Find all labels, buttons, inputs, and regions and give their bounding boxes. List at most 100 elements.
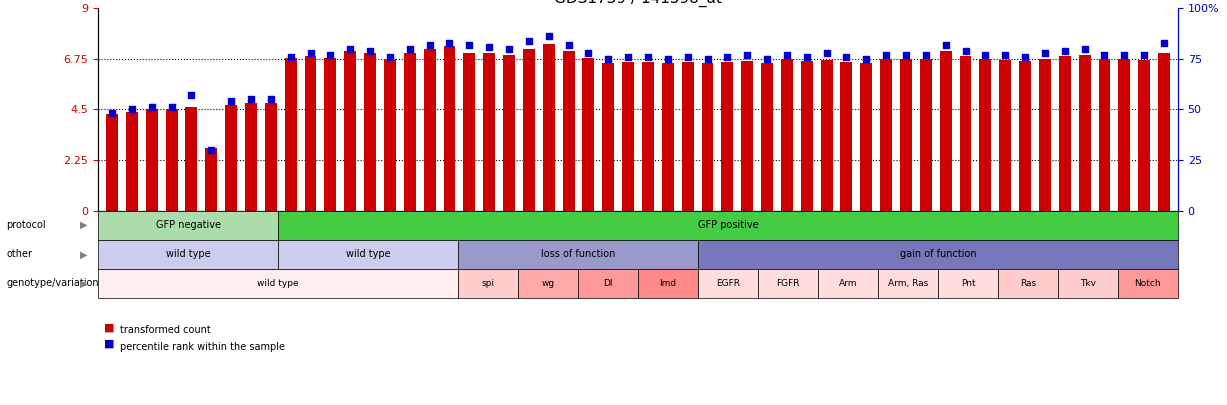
Bar [1118, 59, 1130, 211]
Bar [483, 53, 496, 211]
Point [757, 55, 777, 62]
Point [480, 43, 499, 50]
Bar [741, 61, 753, 211]
Bar [523, 49, 535, 211]
Bar [226, 105, 237, 211]
Text: wild type: wild type [258, 279, 299, 288]
Bar [345, 51, 356, 211]
Point [420, 41, 439, 48]
Text: protocol: protocol [6, 220, 45, 230]
Text: transformed count: transformed count [120, 326, 211, 335]
Bar [126, 112, 137, 211]
Bar [542, 44, 555, 211]
Bar [166, 109, 178, 211]
Bar [880, 59, 892, 211]
Bar [1059, 56, 1071, 211]
Bar [780, 59, 793, 211]
Text: Tkv: Tkv [1080, 279, 1096, 288]
Bar [979, 59, 991, 211]
Point [1015, 53, 1034, 60]
Point [121, 106, 141, 113]
Point [1094, 51, 1114, 58]
Point [340, 45, 360, 52]
Bar [721, 62, 734, 211]
Point [499, 45, 519, 52]
Point [975, 51, 995, 58]
Point [1036, 49, 1055, 56]
Text: ▶: ▶ [80, 220, 87, 230]
Text: wg: wg [541, 279, 555, 288]
Text: percentile rank within the sample: percentile rank within the sample [120, 342, 285, 352]
Text: FGFR: FGFR [777, 279, 800, 288]
Point [459, 41, 479, 48]
Text: GFP negative: GFP negative [156, 220, 221, 230]
Point [638, 53, 658, 60]
Text: ▶: ▶ [80, 249, 87, 259]
Text: ■: ■ [104, 339, 115, 349]
Text: wild type: wild type [166, 249, 211, 259]
Text: Ras: Ras [1020, 279, 1036, 288]
Point [677, 53, 697, 60]
Point [1134, 51, 1153, 58]
Bar [423, 49, 436, 211]
Text: ■: ■ [104, 322, 115, 333]
Point [1114, 51, 1134, 58]
Point [539, 33, 558, 40]
Bar [503, 55, 515, 211]
Bar [384, 59, 396, 211]
Bar [583, 58, 594, 211]
Bar [761, 63, 773, 211]
Bar [682, 62, 693, 211]
Point [261, 96, 281, 102]
Point [1075, 45, 1094, 52]
Point [876, 51, 896, 58]
Bar [1020, 61, 1031, 211]
Point [201, 147, 221, 153]
Text: EGFR: EGFR [717, 279, 740, 288]
Text: ▶: ▶ [80, 279, 87, 288]
Bar [404, 53, 416, 211]
Bar [205, 147, 217, 211]
Point [936, 41, 956, 48]
Bar [443, 46, 455, 211]
Point [718, 53, 737, 60]
Point [242, 96, 261, 102]
Text: Arm, Ras: Arm, Ras [888, 279, 928, 288]
Bar [146, 109, 158, 211]
Text: genotype/variation: genotype/variation [6, 279, 98, 288]
Bar [106, 114, 118, 211]
Bar [860, 63, 872, 211]
Point [917, 51, 936, 58]
Bar [901, 59, 912, 211]
Point [856, 55, 876, 62]
Bar [324, 58, 336, 211]
Point [599, 55, 618, 62]
Bar [265, 102, 277, 211]
Bar [920, 59, 931, 211]
Point [737, 51, 757, 58]
Bar [999, 60, 1011, 211]
Bar [1039, 59, 1050, 211]
Point [995, 51, 1015, 58]
Point [1055, 47, 1075, 54]
Bar [1158, 53, 1171, 211]
Bar [642, 62, 654, 211]
Text: wild type: wild type [346, 249, 390, 259]
Bar [661, 63, 674, 211]
Point [400, 45, 420, 52]
Text: Notch: Notch [1135, 279, 1161, 288]
Point [896, 51, 915, 58]
Point [837, 53, 856, 60]
Bar [285, 58, 297, 211]
Bar [245, 102, 256, 211]
Text: Pnt: Pnt [961, 279, 975, 288]
Text: gain of function: gain of function [899, 249, 977, 259]
Point [777, 51, 796, 58]
Bar [940, 51, 952, 211]
Text: Dl: Dl [604, 279, 612, 288]
Point [439, 39, 459, 46]
Point [579, 49, 599, 56]
Point [142, 104, 162, 111]
Point [361, 47, 380, 54]
Bar [464, 53, 475, 211]
